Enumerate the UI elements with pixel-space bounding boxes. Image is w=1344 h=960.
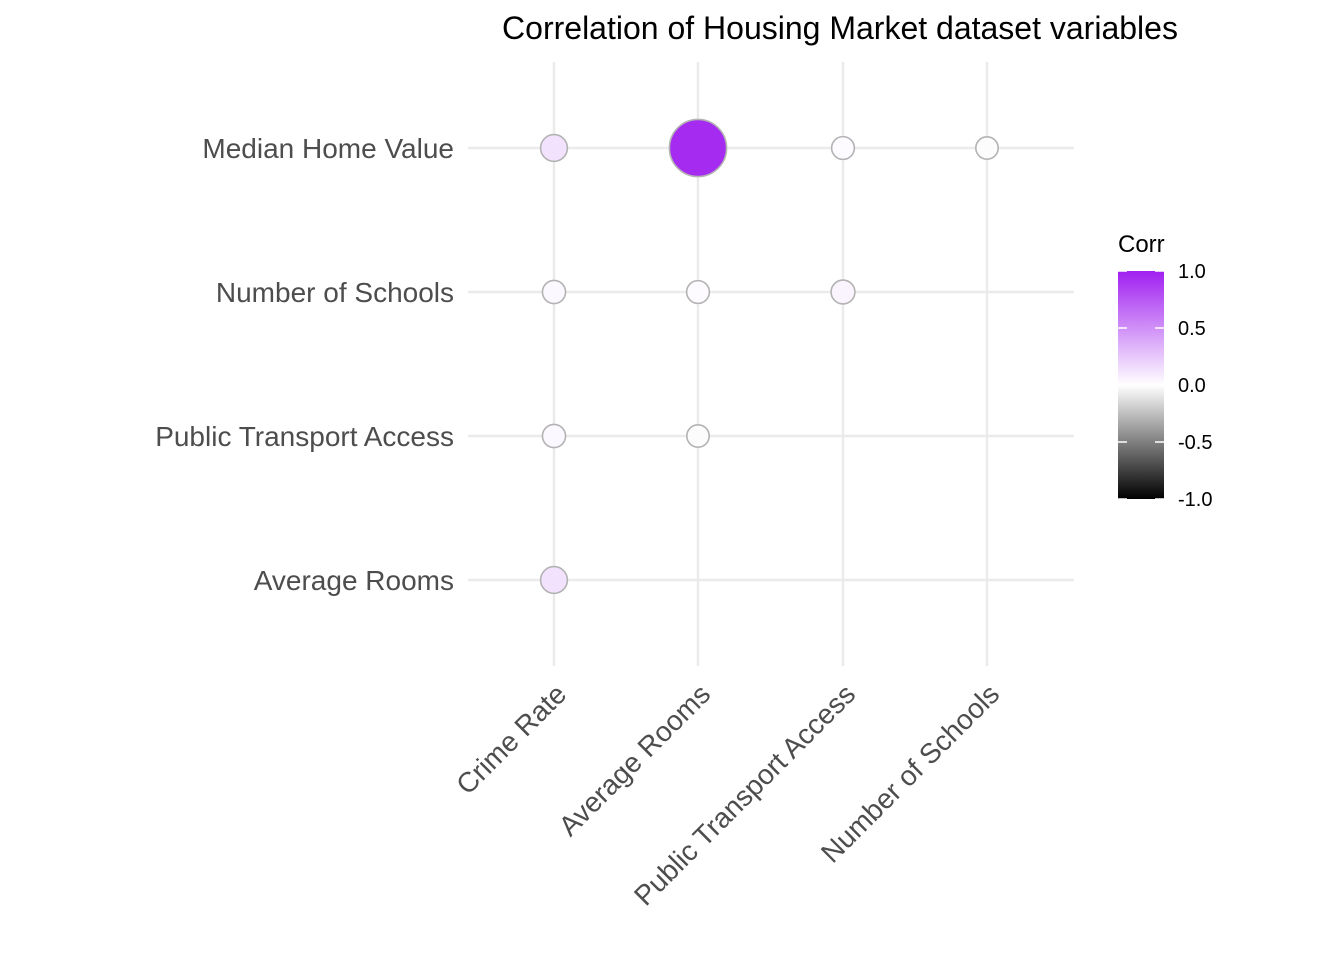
point-crime-rate-vs-average-rooms (539, 565, 569, 595)
point-crime-rate-vs-public-transport-access (541, 423, 567, 449)
point-number-of-schools-vs-median-home-value (975, 136, 999, 160)
legend: Corr 1.0 0.5 0.0 -0.5 -1.0 (1118, 231, 1212, 511)
x-tick-label-crime-rate: Crime Rate (450, 678, 572, 800)
legend-title: Corr (1118, 231, 1165, 258)
y-tick-label-median-home-value: Median Home Value (202, 133, 454, 164)
y-tick-label-number-of-schools: Number of Schools (216, 277, 454, 308)
legend-label-1-0: 1.0 (1178, 261, 1206, 283)
point-public-transport-access-vs-median-home-value (830, 135, 856, 161)
point-average-rooms-vs-median-home-value (668, 118, 728, 178)
x-tick-label-average-rooms: Average Rooms (553, 678, 717, 842)
legend-label-1-0: -1.0 (1178, 489, 1212, 511)
legend-label-0-5: -0.5 (1178, 432, 1212, 454)
chart-title: Correlation of Housing Market dataset va… (502, 10, 1178, 46)
point-crime-rate-vs-number-of-schools (541, 279, 567, 305)
point-public-transport-access-vs-number-of-schools (830, 279, 856, 305)
points (539, 118, 999, 595)
point-crime-rate-vs-median-home-value (539, 133, 569, 163)
point-average-rooms-vs-number-of-schools (685, 279, 711, 305)
y-axis-tick-labels: Average Rooms Public Transport Access Numb… (155, 133, 454, 596)
legend-label-0-0: 0.0 (1178, 375, 1206, 397)
y-tick-label-public-transport-access: Public Transport Access (155, 421, 454, 452)
legend-label-0-5: 0.5 (1178, 318, 1206, 340)
point-average-rooms-vs-public-transport-access (686, 424, 710, 448)
y-tick-label-average-rooms: Average Rooms (254, 565, 454, 596)
